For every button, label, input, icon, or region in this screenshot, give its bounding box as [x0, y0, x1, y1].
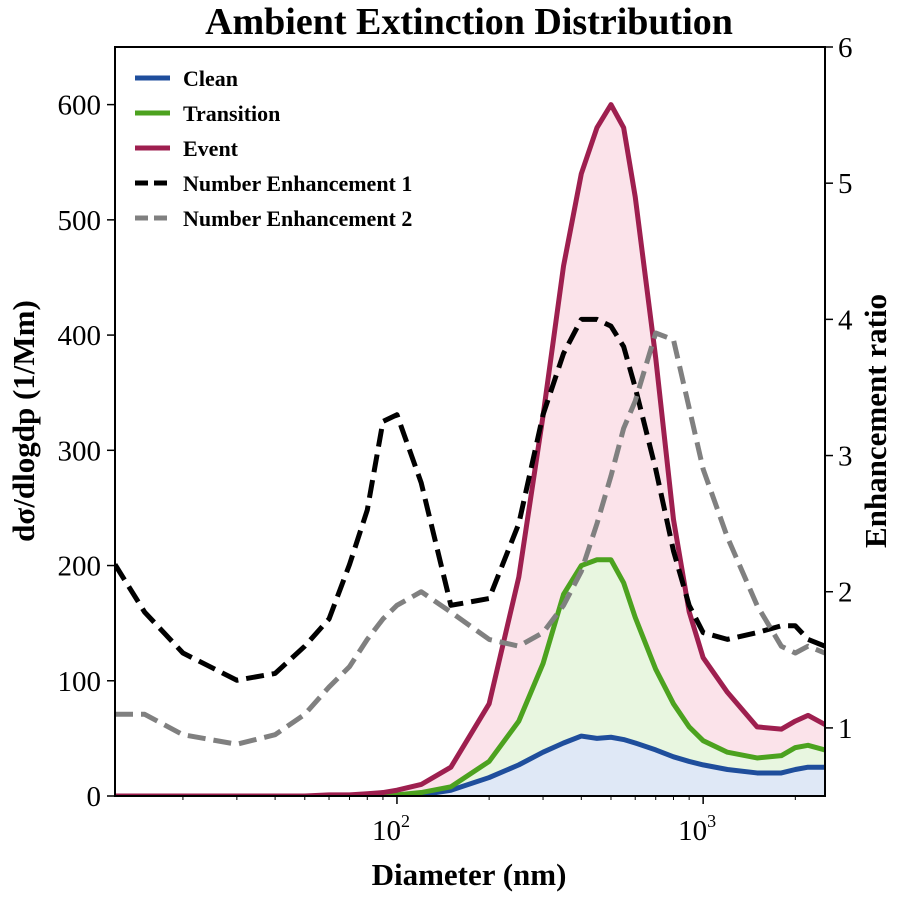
y2-tick-label: 5	[838, 168, 853, 200]
y-axis-ticks: 0 100 200 300 400 500 600	[58, 90, 115, 813]
area-event	[115, 104, 825, 796]
y-tick-label: 500	[58, 205, 102, 237]
legend: Clean Transition Event Number Enhancement 1…	[135, 66, 412, 231]
area-clean	[115, 736, 825, 796]
y-tick-label: 0	[87, 781, 102, 813]
series-line-transition	[115, 557, 825, 796]
area-transition	[115, 559, 825, 796]
plot-frame	[114, 46, 826, 797]
legend-label-number-enhancement-2: Number Enhancement 2	[183, 206, 412, 231]
y2-axis-label: Enhancement ratio	[858, 294, 893, 548]
y2-tick-label: 3	[838, 441, 853, 473]
y2-tick-label: 4	[838, 304, 853, 336]
x-tick-exponent: 2	[401, 811, 410, 831]
legend-label-transition: Transition	[183, 101, 280, 126]
y-tick-label: 600	[58, 90, 102, 122]
series-line-number-enhancement-2	[115, 330, 825, 747]
y-tick-label: 100	[58, 666, 102, 698]
y2-axis-ticks: 1 2 3 4 5 6	[825, 32, 853, 745]
series-line-number-enhancement-1	[115, 316, 825, 683]
y2-tick-label: 6	[838, 32, 853, 64]
x-axis-label: Diameter (nm)	[372, 857, 567, 892]
chart-title: Ambient Extinction Distribution	[205, 1, 733, 43]
legend-label-clean: Clean	[183, 66, 238, 91]
y2-tick-label: 1	[838, 713, 853, 745]
y2-tick-label: 2	[838, 577, 853, 609]
series-line-clean	[115, 733, 825, 796]
x-tick-exponent: 3	[707, 811, 716, 831]
y-tick-label: 400	[58, 320, 102, 352]
legend-label-event: Event	[183, 136, 239, 161]
y-tick-label: 200	[58, 551, 102, 583]
legend-label-number-enhancement-1: Number Enhancement 1	[183, 171, 412, 196]
y-tick-label: 300	[58, 435, 102, 467]
y-axis-label: dσ/dlogdp (1/Mm)	[6, 300, 41, 542]
fill-layer	[115, 104, 825, 796]
